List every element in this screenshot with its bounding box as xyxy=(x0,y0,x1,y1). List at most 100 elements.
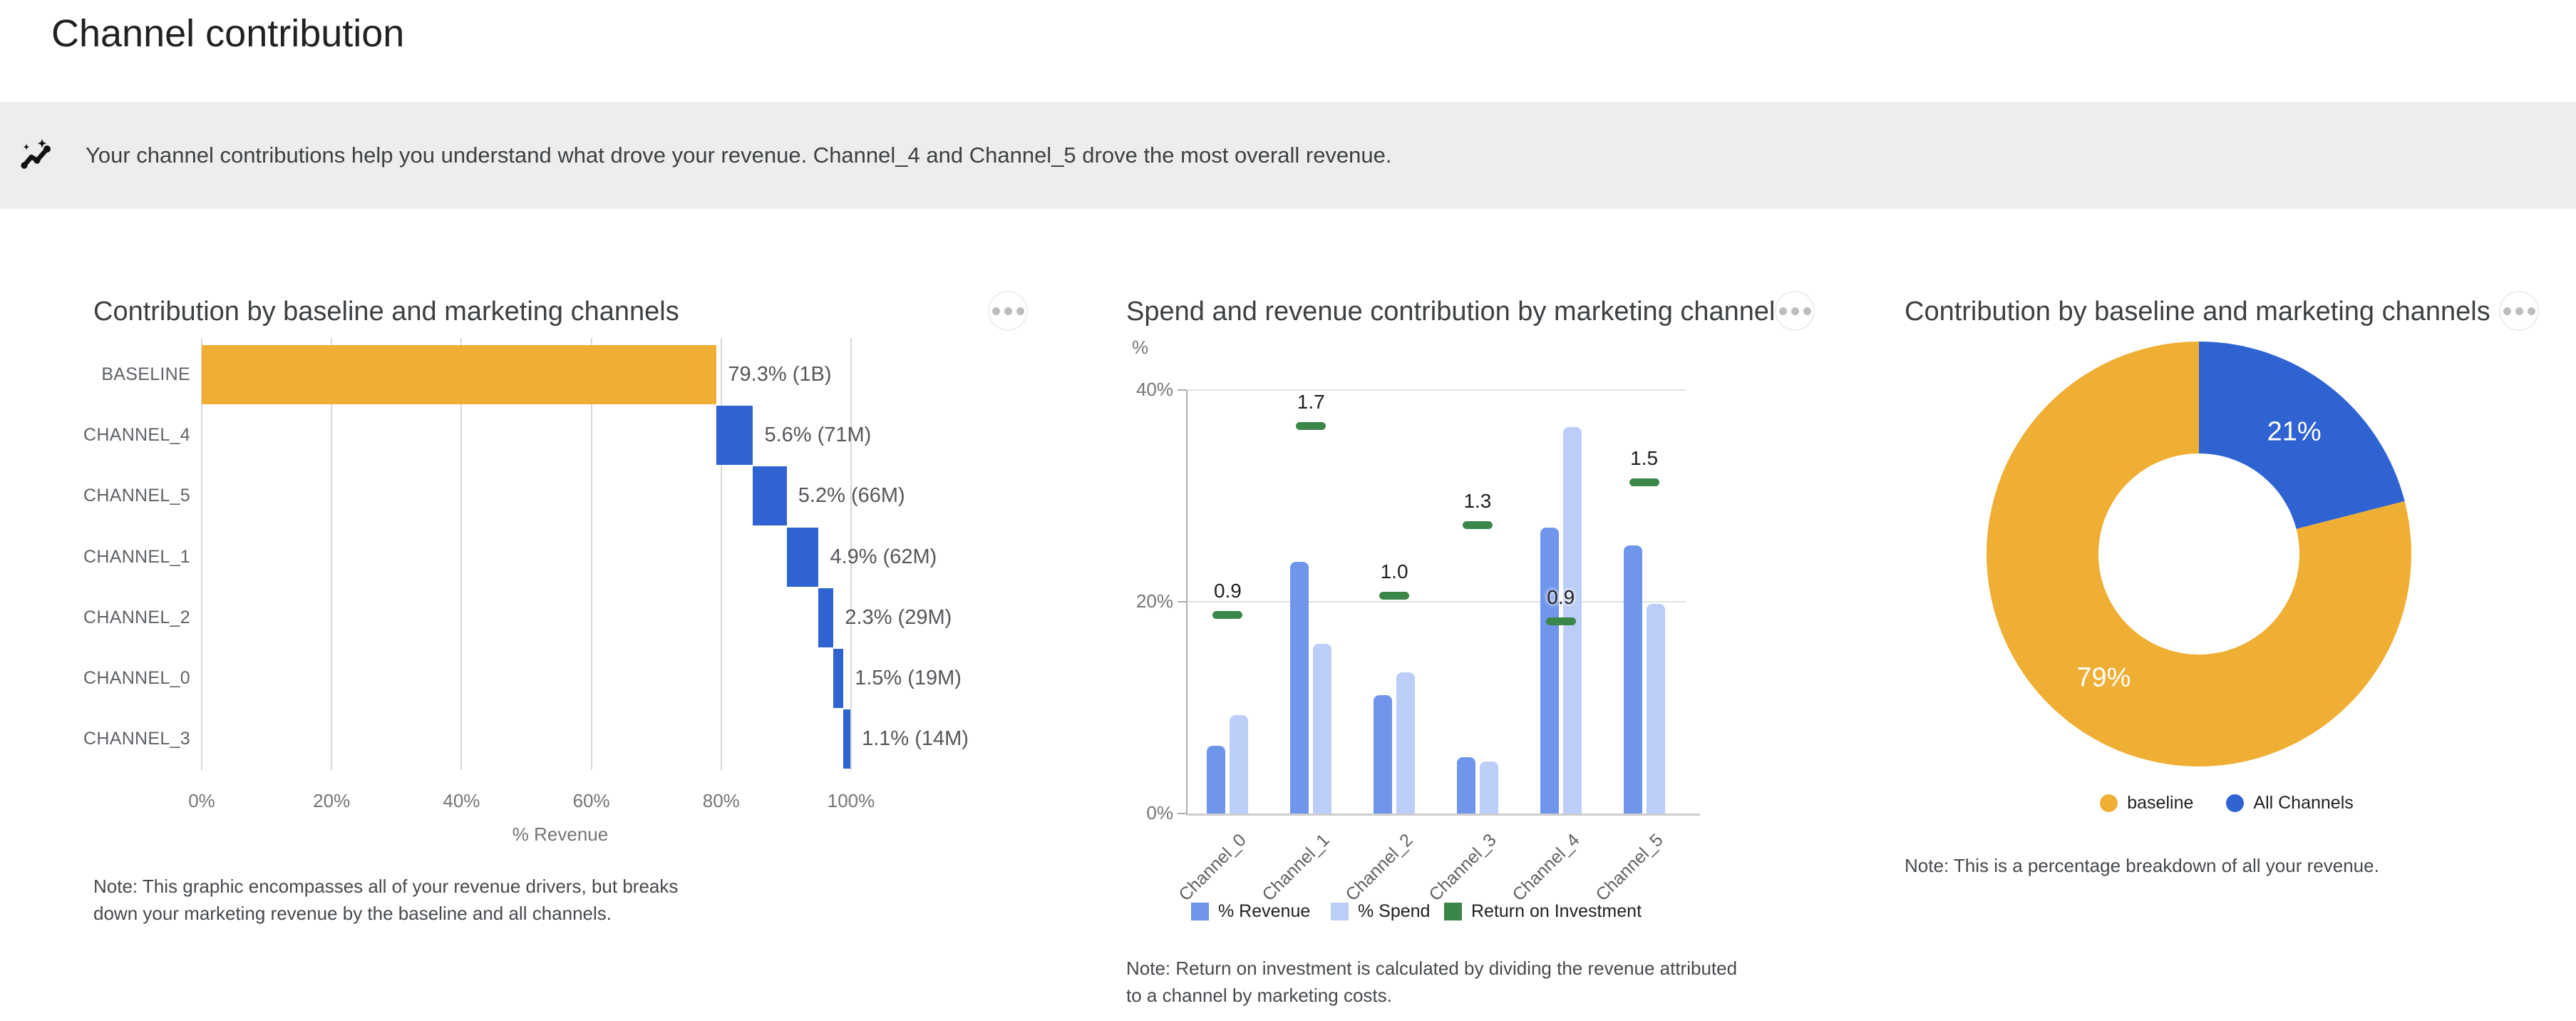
roi-value-label: 1.3 xyxy=(1463,489,1492,512)
roi-value-label: 1.0 xyxy=(1380,560,1408,583)
waterfall-bar-channel_5[interactable] xyxy=(753,466,787,526)
x-tick-label: 0% xyxy=(188,790,215,811)
revenue-bar-channel_5[interactable] xyxy=(1623,545,1642,814)
chart-legend: baseline All Channels xyxy=(1905,793,2549,814)
row-label-channel_5: CHANNEL_5 xyxy=(83,486,190,506)
bar-value-label: 4.9% (62M) xyxy=(830,545,937,568)
chart-note: Note: This is a percentage breakdown of … xyxy=(1905,855,2379,876)
y-axis-unit: % xyxy=(1132,337,1149,358)
gridline xyxy=(1186,389,1686,391)
y-tick xyxy=(1178,601,1186,602)
insight-banner: Your channel contributions help you unde… xyxy=(0,102,2576,209)
bar-value-label: 1.1% (14M) xyxy=(862,727,969,751)
legend-label: baseline xyxy=(2127,793,2194,813)
y-tick-label: 40% xyxy=(1135,379,1173,400)
revenue-bar-channel_1[interactable] xyxy=(1290,561,1309,814)
roi-marker-channel_3[interactable] xyxy=(1462,520,1493,529)
gridline xyxy=(331,338,333,770)
roi-marker-channel_5[interactable] xyxy=(1629,478,1659,487)
waterfall-bar-channel_3[interactable] xyxy=(843,709,851,769)
waterfall-bar-channel_0[interactable] xyxy=(833,649,844,708)
donut-chart: 21% 79% xyxy=(1987,342,2411,766)
y-tick xyxy=(1178,389,1186,391)
legend-dot xyxy=(2100,794,2118,812)
more-options-icon xyxy=(991,307,1000,315)
roi-marker-channel_2[interactable] xyxy=(1379,592,1410,600)
x-axis-line xyxy=(1186,814,1700,816)
row-label-channel_1: CHANNEL_1 xyxy=(83,546,190,567)
card-contribution-waterfall: Contribution by baseline and marketing c… xyxy=(83,291,1038,1014)
more-options-icon xyxy=(1778,307,1787,315)
revenue-bar-channel_2[interactable] xyxy=(1374,694,1393,814)
more-options-button[interactable] xyxy=(988,291,1028,331)
legend-label: Return on Investment xyxy=(1471,901,1642,921)
legend-item-return-on-investment: Return on Investment xyxy=(1444,901,1642,922)
legend-label: All Channels xyxy=(2253,793,2354,813)
x-tick-label: 60% xyxy=(572,790,610,811)
roi-marker-channel_0[interactable] xyxy=(1212,610,1243,619)
card-contribution-donut: Contribution by baseline and marketing c… xyxy=(1905,291,2549,1014)
revenue-bar-channel_3[interactable] xyxy=(1456,757,1475,814)
legend-item--spend: % Spend xyxy=(1331,901,1430,922)
bar-value-label: 5.2% (66M) xyxy=(798,484,905,508)
legend-item--revenue: % Revenue xyxy=(1191,901,1310,922)
insight-text: Your channel contributions help you unde… xyxy=(86,143,1392,168)
legend-item-all-channels: All Channels xyxy=(2226,793,2354,814)
more-options-icon xyxy=(2503,307,2511,315)
chart-title: Contribution by baseline and marketing c… xyxy=(1905,297,2490,327)
y-tick xyxy=(1178,813,1186,814)
more-options-button[interactable] xyxy=(1775,291,1815,331)
row-label-channel_3: CHANNEL_3 xyxy=(83,729,190,749)
x-tick-label: 100% xyxy=(827,790,875,811)
x-tick-label: 40% xyxy=(443,790,480,811)
spend-bar-channel_1[interactable] xyxy=(1313,644,1332,814)
slice-percent-label: 21% xyxy=(2267,417,2322,447)
roi-value-label: 1.7 xyxy=(1297,391,1325,414)
spend-bar-channel_0[interactable] xyxy=(1230,714,1249,814)
roi-marker-channel_4[interactable] xyxy=(1545,617,1576,625)
insights-sparkline-icon xyxy=(20,139,54,172)
gridline xyxy=(590,338,592,770)
legend-swatch xyxy=(1331,903,1349,920)
roi-value-label: 1.5 xyxy=(1630,447,1659,470)
y-tick-label: 0% xyxy=(1146,802,1173,824)
row-label-channel_2: CHANNEL_2 xyxy=(83,607,190,627)
roi-value-label: 0.9 xyxy=(1547,585,1575,608)
revenue-bar-channel_0[interactable] xyxy=(1207,745,1226,814)
row-label-channel_0: CHANNEL_0 xyxy=(83,668,190,688)
bar-value-label: 79.3% (1B) xyxy=(728,363,832,386)
chart-title: Spend and revenue contribution by market… xyxy=(1126,297,1776,327)
spend-bar-channel_2[interactable] xyxy=(1396,672,1416,814)
legend-label: % Revenue xyxy=(1218,901,1311,921)
bar-value-label: 1.5% (19M) xyxy=(855,667,962,689)
y-tick-label: 20% xyxy=(1135,590,1173,612)
chart-note: Note: This graphic encompasses all of yo… xyxy=(93,876,679,924)
legend-item-baseline: baseline xyxy=(2100,793,2193,814)
waterfall-bar-baseline[interactable] xyxy=(202,345,717,404)
legend-swatch xyxy=(1444,903,1462,920)
card-spend-revenue: Spend and revenue contribution by market… xyxy=(1126,291,1825,1021)
donut-slice-all-channels[interactable] xyxy=(2199,342,2405,529)
legend-label: % Spend xyxy=(1358,901,1431,921)
revenue-bar-channel_4[interactable] xyxy=(1540,528,1559,814)
chart-note: Note: Return on investment is calculated… xyxy=(1126,958,1738,1006)
chart-title: Contribution by baseline and marketing c… xyxy=(93,297,679,327)
gridline xyxy=(460,338,463,770)
waterfall-bar-channel_4[interactable] xyxy=(716,406,753,466)
gridline xyxy=(850,338,852,770)
spend-bar-channel_3[interactable] xyxy=(1479,761,1498,814)
waterfall-bar-channel_1[interactable] xyxy=(786,527,819,587)
donut-slice-baseline[interactable] xyxy=(1987,342,2411,766)
x-axis-title: % Revenue xyxy=(512,824,609,845)
gridline xyxy=(201,338,202,770)
gridline xyxy=(720,338,722,770)
waterfall-bar-channel_2[interactable] xyxy=(818,588,834,647)
roi-marker-channel_1[interactable] xyxy=(1296,422,1326,431)
bar-value-label: 5.6% (71M) xyxy=(764,424,872,447)
slice-percent-label: 79% xyxy=(2076,662,2131,692)
more-options-button[interactable] xyxy=(2499,291,2539,331)
legend-dot xyxy=(2226,794,2245,812)
spend-bar-channel_5[interactable] xyxy=(1646,603,1665,814)
page-title: Channel contribution xyxy=(51,12,405,55)
